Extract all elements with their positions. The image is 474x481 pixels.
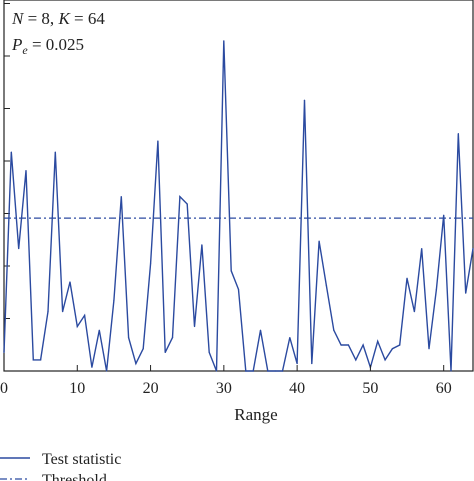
test-statistic-series <box>3 40 474 372</box>
data-point <box>149 262 152 265</box>
data-point <box>10 151 12 153</box>
data-point <box>230 270 232 272</box>
data-point <box>171 337 174 339</box>
data-point <box>384 359 386 361</box>
data-point <box>120 196 122 198</box>
annotation-pe: Pe = 0.025 <box>11 35 84 57</box>
data-point <box>69 281 71 283</box>
data-point <box>113 299 115 302</box>
data-point <box>201 244 203 246</box>
data-point <box>340 344 342 346</box>
data-point <box>325 285 328 287</box>
series-line-test-statistic <box>3 40 474 372</box>
x-axis-ticks: 0 10 20 30 40 50 60 <box>0 365 452 397</box>
data-point <box>259 329 262 331</box>
data-point <box>428 348 430 350</box>
data-point <box>193 325 196 328</box>
data-point <box>76 325 78 328</box>
data-point <box>457 132 459 135</box>
data-point <box>237 288 240 290</box>
data-point <box>267 370 269 372</box>
data-point <box>362 344 364 346</box>
data-point <box>25 170 27 172</box>
x-tick-label: 40 <box>289 380 305 397</box>
data-point <box>413 311 415 313</box>
data-point <box>421 247 423 250</box>
data-point <box>435 288 437 290</box>
data-point <box>347 344 350 346</box>
legend: Test statistic Threshold <box>0 451 121 481</box>
data-point <box>465 292 467 294</box>
data-point <box>40 359 42 361</box>
data-point <box>252 370 254 372</box>
data-point <box>98 329 100 331</box>
data-point <box>303 99 306 101</box>
data-point <box>142 348 144 350</box>
x-tick-label: 20 <box>143 380 159 397</box>
data-point <box>105 370 108 372</box>
x-tick-label: 50 <box>362 380 378 397</box>
data-point <box>127 337 130 339</box>
data-point <box>245 370 247 372</box>
plot-border <box>3 0 474 372</box>
data-point <box>91 366 93 368</box>
data-point <box>311 362 313 365</box>
x-axis-label: Range <box>234 405 277 424</box>
data-point <box>443 214 445 216</box>
data-point <box>333 329 335 331</box>
data-point <box>62 311 64 313</box>
data-point <box>289 337 291 339</box>
data-point <box>281 370 284 372</box>
data-point <box>84 314 86 316</box>
data-point <box>3 351 5 354</box>
data-point <box>32 359 34 361</box>
data-point <box>54 151 56 153</box>
data-point <box>318 240 320 242</box>
data-point <box>355 359 357 361</box>
data-point <box>391 348 393 350</box>
data-point <box>472 247 474 250</box>
data-point <box>18 247 20 250</box>
data-point <box>157 140 159 142</box>
data-point <box>223 40 225 42</box>
data-point <box>274 370 276 372</box>
data-point <box>186 203 188 205</box>
data-point <box>164 351 166 354</box>
data-point <box>208 351 210 354</box>
annotation-n-k: N = 8, K = 64 <box>11 9 105 28</box>
data-point <box>296 362 298 365</box>
data-point <box>47 311 49 313</box>
data-point <box>179 196 181 198</box>
legend-label-test-statistic: Test statistic <box>42 451 121 468</box>
data-point <box>377 340 379 342</box>
data-point <box>215 370 218 372</box>
x-tick-label: 0 <box>0 380 8 397</box>
legend-label-threshold: Threshold <box>42 472 107 481</box>
data-point <box>135 362 137 365</box>
data-point <box>450 370 452 372</box>
x-tick-label: 30 <box>216 380 232 397</box>
x-tick-label: 10 <box>69 380 85 397</box>
data-point <box>406 277 408 279</box>
x-tick-label: 60 <box>436 380 452 397</box>
data-point <box>399 344 401 346</box>
